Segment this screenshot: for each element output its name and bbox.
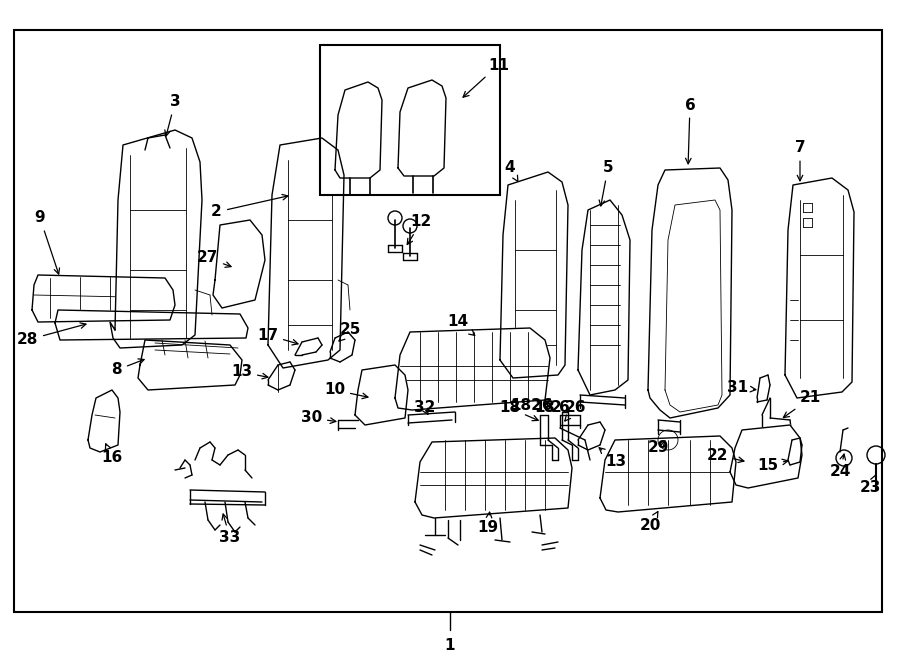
Text: 2: 2 — [551, 401, 562, 416]
Text: 30: 30 — [301, 410, 336, 426]
Text: 13: 13 — [599, 447, 626, 469]
Text: 20: 20 — [639, 512, 661, 533]
Text: 24: 24 — [829, 454, 850, 479]
Text: 11: 11 — [464, 58, 509, 97]
Text: 22: 22 — [706, 447, 744, 463]
Text: 10: 10 — [324, 383, 368, 399]
Text: 16: 16 — [102, 444, 122, 465]
Polygon shape — [730, 425, 802, 488]
Polygon shape — [398, 80, 446, 176]
Text: 12: 12 — [407, 215, 432, 245]
Polygon shape — [355, 365, 408, 425]
Text: 28: 28 — [16, 323, 86, 348]
Polygon shape — [335, 82, 382, 178]
Polygon shape — [578, 200, 630, 395]
Text: 5: 5 — [599, 161, 613, 206]
Polygon shape — [213, 220, 265, 308]
Text: 14: 14 — [447, 315, 474, 335]
Text: 23: 23 — [860, 475, 881, 496]
Text: 21: 21 — [783, 391, 821, 418]
Text: 7: 7 — [795, 141, 806, 181]
Text: 29: 29 — [647, 440, 669, 455]
Text: 32: 32 — [414, 401, 435, 416]
Polygon shape — [268, 138, 344, 368]
Polygon shape — [138, 340, 242, 390]
Text: 9: 9 — [35, 210, 59, 274]
Text: 1: 1 — [445, 637, 455, 652]
Bar — [14, 30, 882, 612]
Text: 2: 2 — [212, 194, 288, 219]
Polygon shape — [110, 130, 202, 348]
Text: 3: 3 — [165, 95, 180, 136]
Polygon shape — [785, 178, 854, 398]
Text: 6: 6 — [685, 98, 696, 164]
Text: 8: 8 — [112, 359, 144, 377]
Polygon shape — [395, 328, 550, 410]
Text: 6: 6 — [559, 401, 570, 416]
Polygon shape — [415, 438, 572, 518]
Text: 1826: 1826 — [510, 397, 554, 412]
Polygon shape — [55, 310, 248, 340]
Text: 4: 4 — [505, 161, 518, 182]
Text: 15: 15 — [757, 457, 788, 473]
Text: 1: 1 — [535, 401, 545, 416]
Polygon shape — [88, 390, 120, 452]
Text: 8: 8 — [543, 401, 553, 416]
Text: 26: 26 — [565, 401, 587, 421]
Polygon shape — [32, 275, 175, 322]
Text: 17: 17 — [256, 327, 298, 345]
Polygon shape — [600, 436, 736, 512]
Text: 33: 33 — [220, 514, 240, 545]
Text: 31: 31 — [727, 381, 756, 395]
Text: 25: 25 — [339, 323, 362, 341]
Text: 27: 27 — [196, 251, 231, 267]
Polygon shape — [648, 168, 732, 418]
Bar — [320, 45, 500, 195]
Text: 18: 18 — [499, 401, 538, 420]
Polygon shape — [500, 172, 568, 378]
Text: 13: 13 — [231, 364, 268, 379]
Text: 19: 19 — [477, 512, 499, 535]
Polygon shape — [665, 200, 722, 412]
